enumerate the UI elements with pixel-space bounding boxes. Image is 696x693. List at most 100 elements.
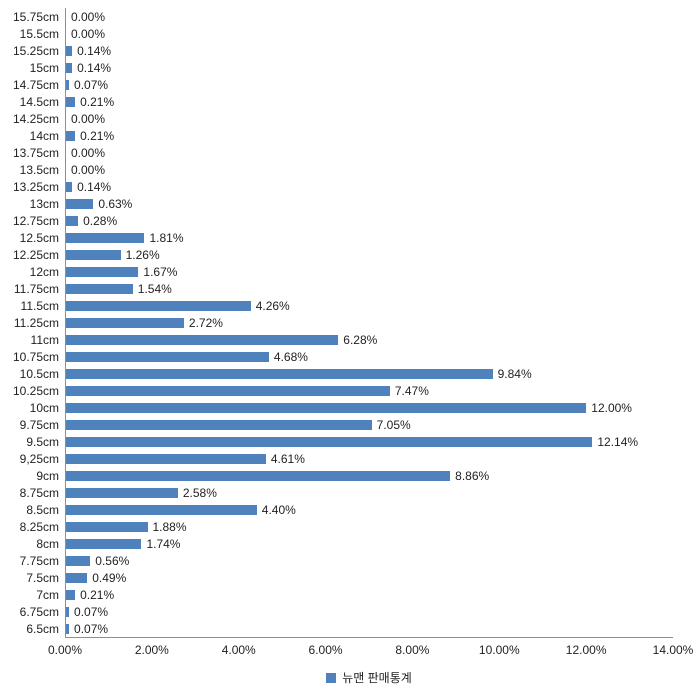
bar[interactable]	[66, 487, 178, 498]
category-label: 15.5cm	[19, 26, 59, 41]
bar[interactable]	[66, 45, 73, 56]
bar[interactable]	[66, 334, 339, 345]
chart-row: 7.5cm 0.49%	[0, 569, 673, 586]
x-tick-label: 14.00%	[652, 643, 694, 657]
bar[interactable]	[66, 589, 76, 600]
value-label: 0.00%	[71, 145, 106, 160]
bar-track: 0.21%	[65, 586, 673, 603]
bar[interactable]	[66, 436, 593, 447]
bar[interactable]	[66, 96, 76, 107]
bar[interactable]	[66, 283, 133, 294]
value-label: 0.56%	[95, 553, 130, 568]
chart-row: 6.75cm 0.07%	[0, 603, 673, 620]
bar-track: 0.00%	[65, 161, 673, 178]
chart-row: 11.75cm 1.54%	[0, 280, 673, 297]
chart-row: 10.25cm 7.47%	[0, 382, 673, 399]
x-tick-label: 4.00%	[221, 643, 256, 657]
category-label: 9cm	[36, 468, 59, 483]
bar[interactable]	[66, 623, 70, 634]
category-label: 8.75cm	[19, 485, 59, 500]
chart-row: 10.75cm 4.68%	[0, 348, 673, 365]
bar-track: 8.86%	[65, 467, 673, 484]
category-label: 8.25cm	[19, 519, 59, 534]
bar[interactable]	[66, 198, 94, 209]
category-label: 12.5cm	[19, 230, 59, 245]
bar-track: 6.28%	[65, 331, 673, 348]
bar-track: 0.00%	[65, 110, 673, 127]
bar[interactable]	[66, 266, 139, 277]
value-label: 0.28%	[83, 213, 118, 228]
chart-row: 12.75cm 0.28%	[0, 212, 673, 229]
bar-track: 12.00%	[65, 399, 673, 416]
bar[interactable]	[66, 317, 184, 328]
bar-track: 0.14%	[65, 178, 673, 195]
bar-track: 4.26%	[65, 297, 673, 314]
bar[interactable]	[66, 402, 587, 413]
x-tick-label: 0.00%	[47, 643, 83, 657]
bar-track: 7.05%	[65, 416, 673, 433]
category-label: 10.5cm	[19, 366, 59, 381]
bar[interactable]	[66, 249, 121, 260]
value-label: 6.28%	[343, 332, 378, 347]
bar[interactable]	[66, 453, 266, 464]
category-label: 14cm	[29, 128, 59, 143]
value-label: 4.61%	[270, 451, 305, 466]
bar-track: 0.49%	[65, 569, 673, 586]
bar[interactable]	[66, 130, 76, 141]
chart-row: 15.5cm 0.00%	[0, 25, 673, 42]
category-label: 12cm	[29, 264, 59, 279]
bar[interactable]	[66, 606, 70, 617]
value-label: 0.07%	[74, 604, 109, 619]
bar[interactable]	[66, 351, 269, 362]
category-label: 14.5cm	[19, 94, 59, 109]
value-label: 12.14%	[597, 434, 639, 449]
bar[interactable]	[66, 79, 70, 90]
bar-track: 1.54%	[65, 280, 673, 297]
bar-track: 4.40%	[65, 501, 673, 518]
chart-row: 7cm 0.21%	[0, 586, 673, 603]
category-label: 7.5cm	[26, 570, 59, 585]
value-label: 9.84%	[497, 366, 532, 381]
value-label: 1.81%	[149, 230, 184, 245]
value-label: 0.63%	[98, 196, 133, 211]
category-label: 11.75cm	[13, 281, 59, 296]
value-label: 0.07%	[74, 77, 109, 92]
bar-track: 0.00%	[65, 25, 673, 42]
chart-row: 13.25cm 0.14%	[0, 178, 673, 195]
bar-track: 12.14%	[65, 433, 673, 450]
chart-row: 14.75cm 0.07%	[0, 76, 673, 93]
bar-track: 1.74%	[65, 535, 673, 552]
bar[interactable]	[66, 385, 390, 396]
value-label: 12.00%	[591, 400, 632, 415]
bar-track: 0.07%	[65, 76, 673, 93]
bar[interactable]	[66, 572, 88, 583]
x-tick-label: 6.00%	[308, 643, 343, 657]
chart-row: 14.25cm 0.00%	[0, 110, 673, 127]
chart-row: 8cm 1.74%	[0, 535, 673, 552]
bar[interactable]	[66, 232, 145, 243]
chart-row: 8.5cm 4.40%	[0, 501, 673, 518]
bar[interactable]	[66, 368, 493, 379]
bar-track: 1.67%	[65, 263, 673, 280]
bar[interactable]	[66, 521, 148, 532]
bar[interactable]	[66, 555, 91, 566]
plot-area: 15.75cm 0.00% 15.5cm 0.00% 15.25cm 0.14% 15cm 0…	[0, 8, 673, 637]
bar-track: 2.58%	[65, 484, 673, 501]
bar[interactable]	[66, 504, 257, 515]
bar[interactable]	[66, 419, 372, 430]
bar-track: 0.07%	[65, 603, 673, 620]
bar[interactable]	[66, 470, 451, 481]
legend[interactable]: 뉴맨 판매통계	[65, 669, 673, 686]
chart-row: 10cm 12.00%	[0, 399, 673, 416]
bar[interactable]	[66, 181, 73, 192]
category-label: 6.75cm	[19, 604, 59, 619]
bar[interactable]	[66, 300, 251, 311]
category-label: 12.75cm	[12, 213, 59, 228]
value-label: 0.07%	[74, 621, 109, 636]
category-label: 13.75cm	[12, 145, 59, 160]
category-label: 15cm	[29, 60, 59, 75]
bar[interactable]	[66, 215, 79, 226]
bar[interactable]	[66, 62, 73, 73]
chart-row: 6.5cm 0.07%	[0, 620, 673, 637]
bar[interactable]	[66, 538, 142, 549]
